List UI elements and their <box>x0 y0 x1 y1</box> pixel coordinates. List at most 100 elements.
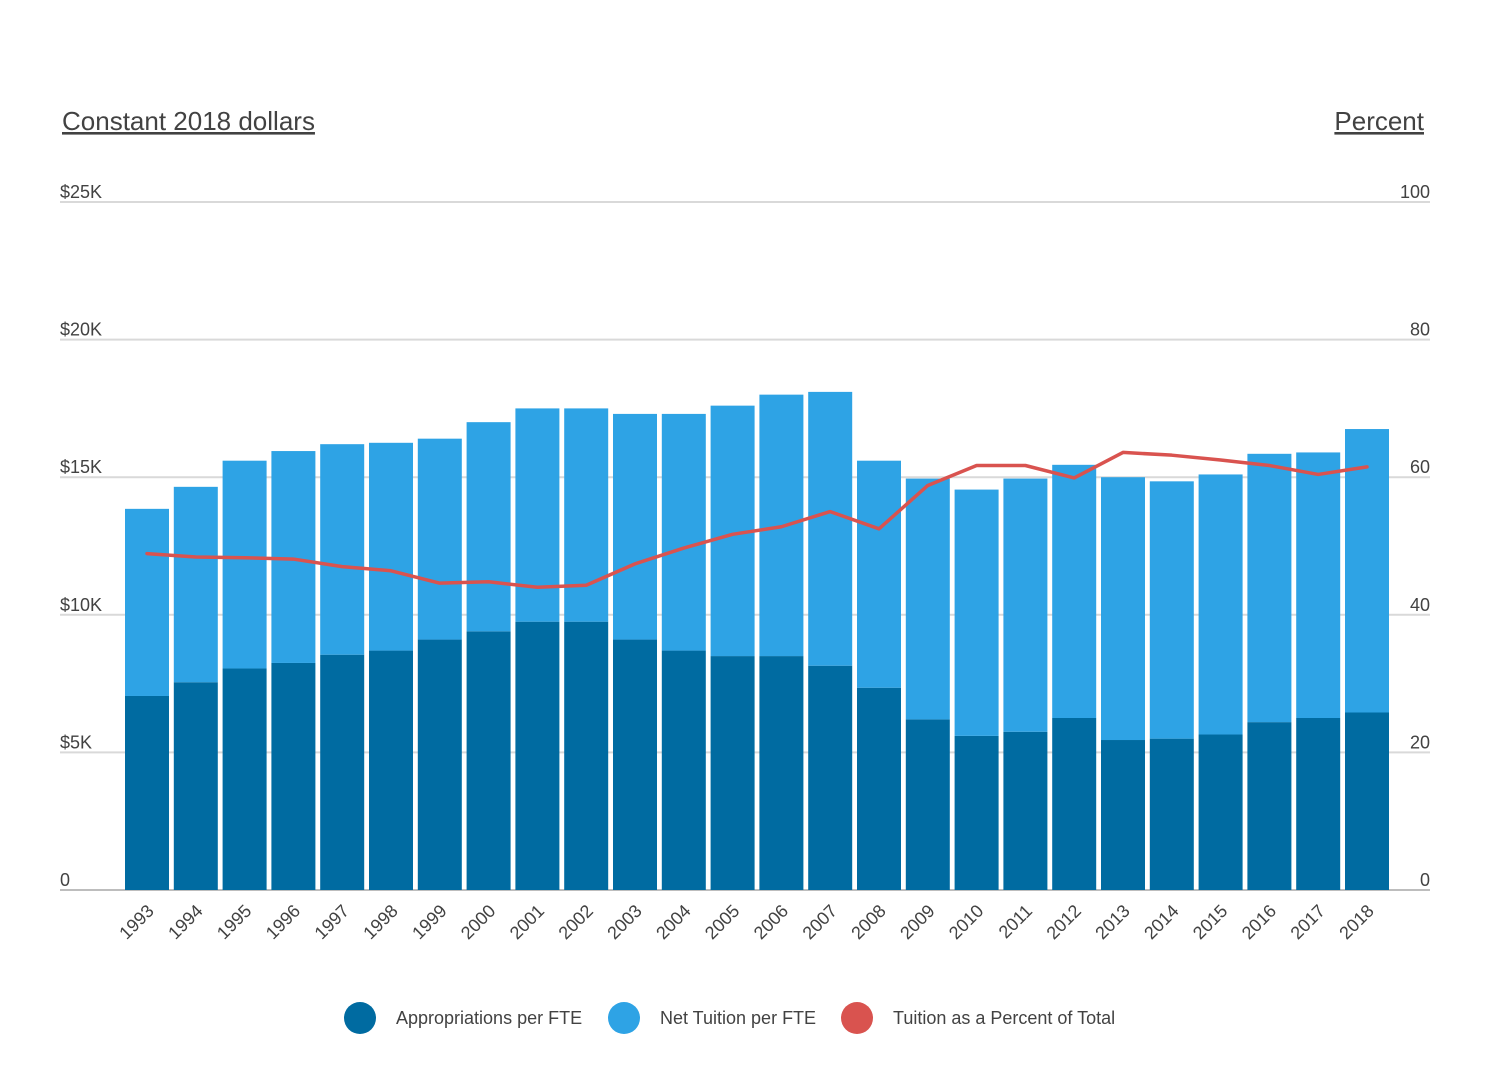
net-tuition-bar <box>613 413 657 640</box>
appropriations-bar <box>1345 712 1389 890</box>
left-tick-label: $15K <box>60 457 102 477</box>
appropriations-bar <box>1198 734 1243 890</box>
net-tuition-bar <box>1296 452 1341 718</box>
net-tuition-bar <box>564 408 609 622</box>
x-tick-label: 2006 <box>750 901 792 943</box>
x-tick-label: 2014 <box>1140 901 1182 943</box>
right-tick-label: 100 <box>1400 182 1430 202</box>
appropriations-bar <box>417 639 462 890</box>
appropriations-bar <box>1296 718 1341 890</box>
appropriations-bar <box>905 719 950 890</box>
percent-line <box>145 450 1369 590</box>
net-tuition-bar <box>1149 481 1194 739</box>
net-tuition-bar <box>173 486 218 683</box>
x-tick-label: 2005 <box>701 901 743 943</box>
left-tick-label: 0 <box>60 870 70 890</box>
legend-marker <box>608 1002 640 1034</box>
x-tick-label: 2011 <box>995 901 1037 943</box>
appropriations-bar <box>515 621 560 890</box>
appropriations-bar <box>320 654 365 890</box>
appropriations-bar <box>808 665 853 890</box>
right-tick-label: 60 <box>1410 457 1430 477</box>
net-tuition-bar <box>1198 474 1243 735</box>
net-tuition-bar <box>1247 453 1292 723</box>
x-tick-label: 2000 <box>457 901 499 943</box>
net-tuition-bar <box>515 408 560 622</box>
x-tick-label: 1993 <box>115 901 157 943</box>
net-tuition-bar <box>320 444 365 655</box>
appropriations-bar <box>661 650 706 890</box>
x-tick-label: 1996 <box>262 901 304 943</box>
appropriations-bar <box>173 682 218 890</box>
appropriations-bar <box>271 662 316 890</box>
x-tick-label: 2004 <box>652 901 694 943</box>
x-tick-label: 2016 <box>1238 901 1280 943</box>
right-tick-label: 0 <box>1420 870 1430 890</box>
x-tick-label: 2010 <box>945 901 987 943</box>
right-axis-title: Percent <box>1334 106 1424 136</box>
net-tuition-bar <box>466 422 511 632</box>
appropriations-bar <box>1003 731 1048 890</box>
net-tuition-bar <box>369 442 413 651</box>
x-tick-label: 2008 <box>847 901 889 943</box>
net-tuition-bar <box>808 391 853 666</box>
appropriations-bar <box>710 656 755 890</box>
appropriations-bar <box>564 621 609 890</box>
appropriations-bar <box>759 656 804 890</box>
net-tuition-bar <box>905 478 950 720</box>
x-tick-label: 2015 <box>1189 901 1231 943</box>
appropriations-bar <box>1247 722 1292 890</box>
net-tuition-bar <box>661 413 706 651</box>
appropriations-bar <box>857 687 901 890</box>
right-axis-ticks: 0 20 40 60 80 100 <box>1400 182 1430 890</box>
appropriations-bar <box>613 639 657 890</box>
left-tick-label: $10K <box>60 595 102 615</box>
percent-line-layer <box>145 450 1369 590</box>
legend-marker <box>841 1002 873 1034</box>
appropriations-bar <box>222 668 267 890</box>
left-axis-ticks: 0 $5K $10K $15K $20K $25K <box>60 182 102 890</box>
legend: Appropriations per FTE Net Tuition per FT… <box>344 1002 1115 1034</box>
legend-label: Tuition as a Percent of Total <box>893 1008 1115 1028</box>
left-axis-title: Constant 2018 dollars <box>62 106 315 136</box>
left-tick-label: $20K <box>60 320 102 340</box>
x-tick-label: 1998 <box>359 901 401 943</box>
x-tick-label: 2009 <box>896 901 938 943</box>
x-tick-label: 2003 <box>603 901 645 943</box>
right-tick-label: 20 <box>1410 732 1430 752</box>
x-axis-ticks: 1993 1994 1995 1996 1997 1998 1999 2000 2001 2002… <box>115 901 1377 943</box>
net-tuition-bar <box>125 508 169 696</box>
x-tick-label: 1995 <box>213 901 255 943</box>
x-tick-label: 1999 <box>408 901 450 943</box>
appropriations-bar <box>466 631 511 890</box>
x-tick-label: 2012 <box>1043 901 1085 943</box>
bars <box>125 391 1389 890</box>
x-tick-label: 2018 <box>1335 901 1377 943</box>
appropriations-bar <box>1101 740 1145 890</box>
appropriations-bar <box>954 735 999 890</box>
net-tuition-bar <box>857 460 901 688</box>
left-tick-label: $5K <box>60 732 92 752</box>
net-tuition-bar <box>1101 477 1145 741</box>
net-tuition-bar <box>417 438 462 640</box>
legend-label: Net Tuition per FTE <box>660 1008 816 1028</box>
x-tick-label: 2001 <box>506 901 548 943</box>
net-tuition-bar <box>222 460 267 669</box>
right-tick-label: 40 <box>1410 595 1430 615</box>
x-tick-label: 2013 <box>1091 901 1133 943</box>
x-tick-label: 2007 <box>799 901 841 943</box>
net-tuition-bar <box>1345 429 1389 713</box>
left-tick-label: $25K <box>60 182 102 202</box>
legend-label: Appropriations per FTE <box>396 1008 582 1028</box>
appropriations-bar <box>369 650 413 890</box>
x-tick-label: 1997 <box>311 901 353 943</box>
appropriations-bar <box>1052 718 1097 890</box>
x-tick-label: 2002 <box>555 901 597 943</box>
legend-marker <box>344 1002 376 1034</box>
net-tuition-bar <box>1003 478 1048 732</box>
x-tick-label: 1994 <box>164 901 206 943</box>
appropriations-bar <box>1149 738 1194 890</box>
x-tick-label: 2017 <box>1287 901 1329 943</box>
